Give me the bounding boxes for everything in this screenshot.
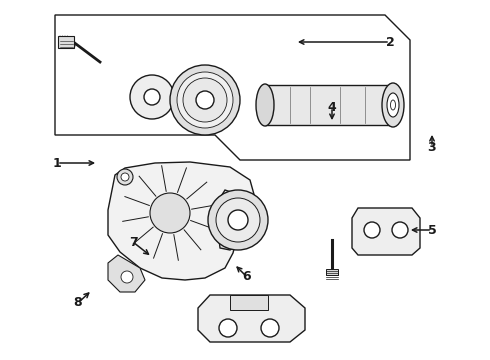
Circle shape: [216, 198, 260, 242]
Text: 6: 6: [243, 270, 251, 284]
Text: 8: 8: [74, 297, 82, 310]
Polygon shape: [108, 255, 145, 292]
Polygon shape: [108, 162, 255, 280]
Circle shape: [228, 210, 248, 230]
Ellipse shape: [391, 100, 395, 110]
FancyBboxPatch shape: [326, 269, 338, 275]
Circle shape: [183, 78, 227, 122]
Text: 7: 7: [129, 235, 137, 248]
Polygon shape: [218, 190, 252, 250]
Circle shape: [364, 222, 380, 238]
Circle shape: [121, 173, 129, 181]
FancyBboxPatch shape: [265, 85, 390, 125]
Polygon shape: [230, 295, 268, 310]
FancyBboxPatch shape: [58, 36, 74, 48]
Circle shape: [144, 89, 160, 105]
Circle shape: [177, 72, 233, 128]
Circle shape: [117, 169, 133, 185]
Circle shape: [121, 271, 133, 283]
Circle shape: [261, 319, 279, 337]
Polygon shape: [198, 295, 305, 342]
Circle shape: [196, 91, 214, 109]
Circle shape: [392, 222, 408, 238]
Circle shape: [219, 319, 237, 337]
Circle shape: [130, 75, 174, 119]
Polygon shape: [352, 208, 420, 255]
Text: 3: 3: [428, 140, 436, 153]
Ellipse shape: [256, 84, 274, 126]
Text: 5: 5: [428, 224, 437, 237]
Ellipse shape: [387, 93, 399, 117]
Circle shape: [150, 193, 190, 233]
Text: 1: 1: [52, 157, 61, 170]
Circle shape: [208, 190, 268, 250]
Text: 2: 2: [386, 36, 394, 49]
Circle shape: [170, 65, 240, 135]
Text: 4: 4: [328, 100, 336, 113]
Ellipse shape: [382, 83, 404, 127]
